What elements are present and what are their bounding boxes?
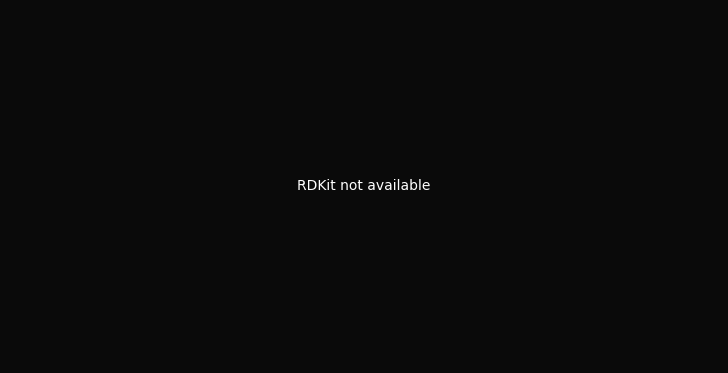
Text: RDKit not available: RDKit not available — [297, 179, 431, 194]
